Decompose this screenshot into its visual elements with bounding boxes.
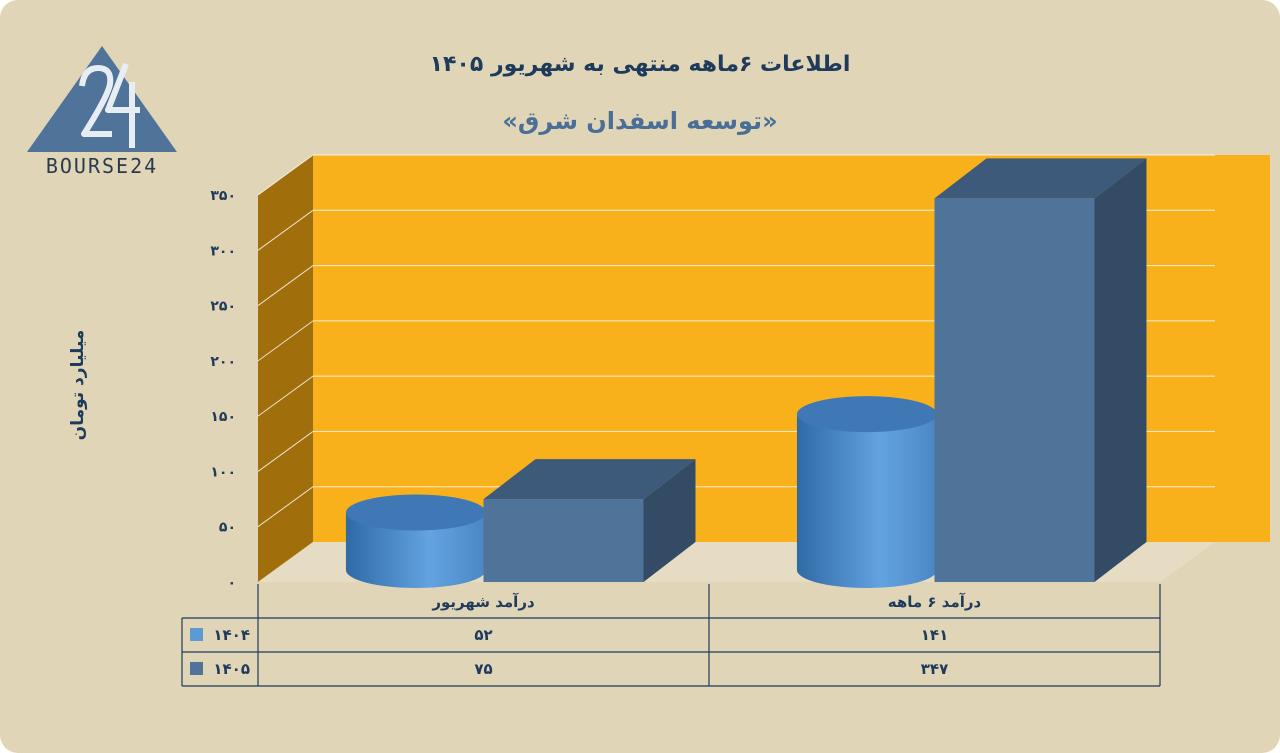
y-tick-label: ۰ (227, 575, 236, 591)
gridline (257, 375, 314, 417)
data-label: ۱۴۱ (921, 626, 948, 644)
y-tick-label: ۱۰۰ (210, 464, 236, 480)
y-tick-label: ۳۰۰ (210, 243, 236, 259)
y-axis-label: میلیارد تومان (68, 329, 88, 441)
legend-swatch (190, 628, 203, 641)
brand-name: BOURSE24 (45, 154, 159, 178)
gridline (257, 486, 314, 528)
bar-1405 (483, 499, 644, 582)
y-tick-label: ۱۵۰ (210, 409, 236, 425)
gridline (257, 320, 314, 362)
gridline (257, 265, 314, 306)
bar-1405-top (483, 459, 696, 500)
bar-1404-top (796, 396, 937, 433)
y-tick-label: ۲۵۰ (210, 299, 236, 315)
bar-1405-side (1094, 158, 1147, 582)
data-label: ۳۴۷ (921, 660, 948, 678)
legend-label: ۱۴۰۴ (213, 626, 250, 644)
category-label: درآمد شهریور (431, 593, 535, 611)
gridline (257, 431, 314, 472)
category-label: درآمد ۶ ماهه (888, 593, 982, 611)
bar-1404 (796, 414, 937, 588)
bar-1404-top (345, 494, 486, 531)
brand-logo (22, 44, 182, 184)
bar-1405 (934, 198, 1095, 582)
gridline (257, 209, 314, 251)
data-label: ۷۵ (474, 660, 492, 678)
y-tick-label: ۲۰۰ (210, 354, 236, 370)
bar-1405-top (934, 158, 1147, 199)
legend-label: ۱۴۰۵ (213, 660, 250, 678)
bar-1405-side (643, 459, 696, 582)
y-tick-label: ۵۰ (219, 520, 236, 536)
gridline (257, 154, 314, 196)
bar-1404 (345, 512, 486, 588)
y-tick-label: ۳۵۰ (210, 188, 236, 204)
legend-swatch (190, 662, 203, 675)
data-label: ۵۲ (474, 626, 492, 644)
side-wall (258, 155, 313, 582)
chart-title: اطلاعات ۶ماهه منتهی به شهریور ۱۴۰۵ (429, 52, 851, 77)
chart-subtitle: «توسعه اسفدان شرق» (502, 107, 778, 135)
